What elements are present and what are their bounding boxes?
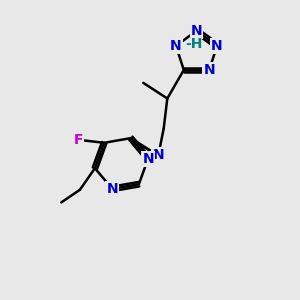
Text: N: N [203,63,215,77]
Text: N: N [106,182,118,196]
Text: N: N [142,152,154,166]
Text: N: N [152,148,164,163]
Text: N: N [191,24,202,38]
Text: F: F [74,134,83,147]
Text: -H: -H [186,37,203,51]
Text: N: N [170,39,182,53]
Text: N: N [211,39,223,53]
